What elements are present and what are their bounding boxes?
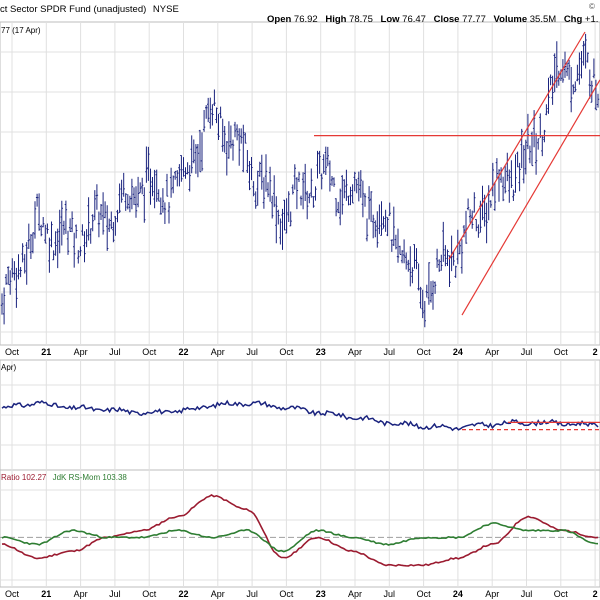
close-value: 77.77 [462,14,486,25]
price-last-label: 77 (17 Apr) [1,26,41,35]
logo-icon: © [589,2,595,11]
x-tick-label-top: 22 [178,347,188,357]
x-tick-label-top: 23 [316,347,326,357]
close-label: Close [433,14,460,25]
x-tick-label-bottom: Oct [142,589,157,599]
ohlc-readout: Open 76.92 High 78.75 Low 76.47 Close 77… [267,14,598,25]
x-tick-label-top: Apr [348,347,362,357]
x-tick-label-bottom: Apr [485,589,499,599]
price-panel [0,21,600,346]
open-value: 76.92 [293,14,318,25]
x-tick-label-top: Oct [142,347,157,357]
x-tick-label-top: Jul [384,347,396,357]
x-tick-label-top: Apr [211,347,225,357]
x-tick-label-top: Oct [5,347,20,357]
rs-mom-line [1,522,599,553]
channel-upper-line [448,31,586,260]
chg-label: Chg [563,14,583,25]
open-label: Open [267,14,292,25]
x-tick-label-bottom: Oct [5,589,20,599]
x-tick-label-top: Oct [417,347,432,357]
x-tick-label-top: 24 [453,347,463,357]
rrg-panel [0,469,600,588]
high-label: High [325,14,347,25]
ratio-panel-label: Apr) [1,363,17,372]
x-tick-label-bottom: Oct [417,589,432,599]
x-tick-label-bottom: 21 [41,589,51,599]
x-tick-label-top: 21 [41,347,51,357]
logo-text: © [589,2,595,11]
rrg-legend: Ratio 102.27 JdK RS-Mom 103.38 [1,473,127,482]
low-value: 76.47 [402,14,426,25]
x-tick-label-bottom: 24 [453,589,463,599]
x-tick-label-bottom: Jul [384,589,396,599]
channel-lower-line [461,79,600,316]
rs-mom-legend: JdK RS-Mom 103.38 [52,473,127,482]
high-value: 78.75 [349,14,373,25]
security-name: ct Sector SPDR Fund (unadjusted) [0,4,147,15]
x-tick-label-bottom: 23 [316,589,326,599]
x-tick-label-top: Jul [521,347,533,357]
x-tick-label-bottom: Oct [554,589,569,599]
x-tick-label-top: Jul [246,347,258,357]
volume-label: Volume [493,14,528,25]
x-tick-label-top: Oct [554,347,569,357]
x-tick-label-bottom: Oct [279,589,294,599]
x-tick-label-bottom: 2 [593,589,598,599]
low-label: Low [380,14,400,25]
x-tick-label-bottom: Jul [521,589,533,599]
rs-ratio-legend: Ratio 102.27 [1,473,47,482]
volume-value: 35.5M [529,14,557,25]
x-tick-label-top: Jul [109,347,121,357]
x-tick-label-top: 2 [593,347,598,357]
rs-line [1,399,599,432]
x-tick-label-bottom: Jul [109,589,121,599]
x-tick-label-top: Oct [279,347,294,357]
x-tick-label-top: Apr [485,347,499,357]
x-tick-label-bottom: 22 [178,589,188,599]
x-tick-label-bottom: Jul [246,589,258,599]
security-title: ct Sector SPDR Fund (unadjusted) NYSE [0,4,179,15]
x-tick-label-bottom: Apr [211,589,225,599]
exchange-name: NYSE [152,4,179,15]
x-tick-label-top: Apr [74,347,88,357]
chg-value: +1. [584,14,599,25]
x-tick-label-bottom: Apr [348,589,362,599]
x-tick-label-bottom: Apr [74,589,88,599]
